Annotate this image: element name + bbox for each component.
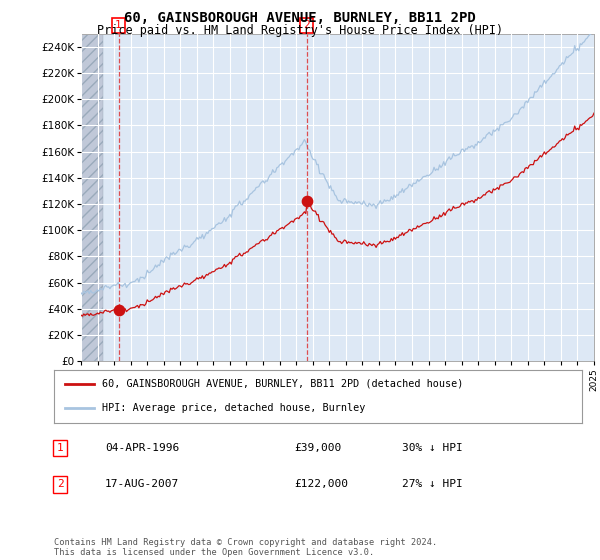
Text: 2: 2 bbox=[303, 20, 310, 30]
Bar bbox=[81, 34, 103, 361]
Text: 27% ↓ HPI: 27% ↓ HPI bbox=[402, 479, 463, 489]
Text: 60, GAINSBOROUGH AVENUE, BURNLEY, BB11 2PD (detached house): 60, GAINSBOROUGH AVENUE, BURNLEY, BB11 2… bbox=[101, 379, 463, 389]
Text: 04-APR-1996: 04-APR-1996 bbox=[105, 443, 179, 453]
Text: 17-AUG-2007: 17-AUG-2007 bbox=[105, 479, 179, 489]
Text: HPI: Average price, detached house, Burnley: HPI: Average price, detached house, Burn… bbox=[101, 403, 365, 413]
Text: 30% ↓ HPI: 30% ↓ HPI bbox=[402, 443, 463, 453]
Text: £39,000: £39,000 bbox=[294, 443, 341, 453]
Text: Contains HM Land Registry data © Crown copyright and database right 2024.
This d: Contains HM Land Registry data © Crown c… bbox=[54, 538, 437, 557]
Text: £122,000: £122,000 bbox=[294, 479, 348, 489]
Text: 60, GAINSBOROUGH AVENUE, BURNLEY, BB11 2PD: 60, GAINSBOROUGH AVENUE, BURNLEY, BB11 2… bbox=[124, 11, 476, 25]
Text: Price paid vs. HM Land Registry's House Price Index (HPI): Price paid vs. HM Land Registry's House … bbox=[97, 24, 503, 37]
Text: 1: 1 bbox=[56, 443, 64, 453]
Point bbox=[302, 197, 311, 206]
Text: 2: 2 bbox=[56, 479, 64, 489]
Text: 1: 1 bbox=[115, 20, 122, 30]
Point bbox=[114, 306, 124, 315]
